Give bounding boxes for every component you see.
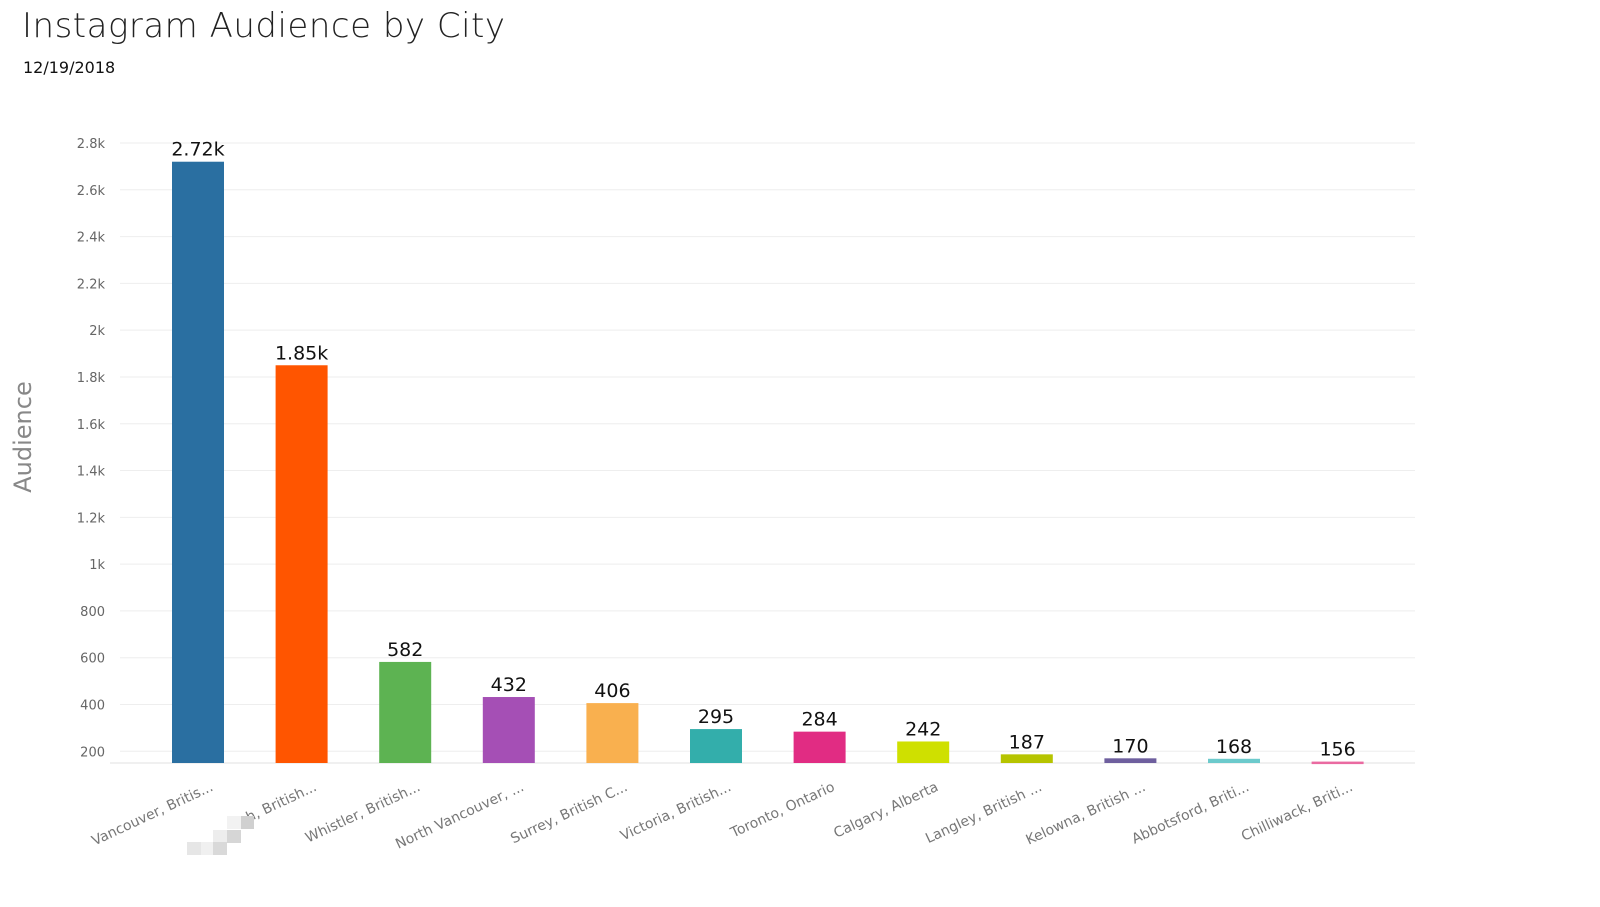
x-tick-label: Toronto, Ontario bbox=[727, 779, 837, 842]
bar bbox=[275, 365, 328, 763]
data-label: 168 bbox=[1216, 736, 1252, 758]
data-label: 582 bbox=[387, 639, 423, 661]
y-tick-label: 1.2k bbox=[77, 511, 106, 526]
y-tick-label: 2.6k bbox=[77, 184, 106, 199]
bar bbox=[1208, 758, 1260, 763]
bar bbox=[586, 703, 639, 763]
bar bbox=[1104, 758, 1157, 763]
y-tick-label: 2k bbox=[89, 324, 105, 339]
y-tick-label: 200 bbox=[80, 745, 105, 760]
bar bbox=[793, 731, 846, 763]
redaction-pixel bbox=[240, 816, 254, 829]
y-tick-label: 600 bbox=[80, 652, 105, 667]
x-tick-label: Chilliwack, Briti... bbox=[1239, 779, 1355, 845]
y-tick-label: 1.8k bbox=[77, 371, 106, 386]
redaction-pixel bbox=[213, 842, 227, 855]
data-label: 406 bbox=[594, 680, 630, 702]
data-label: 156 bbox=[1319, 739, 1355, 761]
x-tick-label: Abbotsford, Briti... bbox=[1129, 779, 1251, 847]
y-tick-label: 2.4k bbox=[77, 231, 106, 246]
data-label: 1.85k bbox=[275, 342, 328, 364]
chart-subtitle: 12/19/2018 bbox=[23, 58, 116, 77]
y-tick-label: 1k bbox=[89, 558, 105, 573]
bar bbox=[482, 697, 535, 763]
y-axis-label: Audience bbox=[9, 381, 37, 492]
bar bbox=[1311, 761, 1364, 765]
redaction-pixel bbox=[213, 830, 227, 843]
x-tick-label: Victoria, British... bbox=[618, 779, 734, 844]
bar bbox=[690, 729, 742, 763]
redaction-pixel bbox=[227, 816, 241, 829]
x-tick-label: Vancouver, Britis... bbox=[89, 779, 215, 849]
bar bbox=[379, 661, 432, 763]
redaction-pixel bbox=[227, 830, 241, 843]
redaction-pixel bbox=[187, 842, 201, 855]
y-tick-label: 2.2k bbox=[77, 277, 106, 292]
data-label: 187 bbox=[1009, 731, 1045, 753]
chart-title: Instagram Audience by City bbox=[22, 6, 506, 46]
data-label: 170 bbox=[1112, 735, 1148, 757]
bar bbox=[172, 161, 224, 763]
y-tick-label: 400 bbox=[80, 699, 105, 714]
bar bbox=[1000, 754, 1053, 763]
y-tick-label: 1.6k bbox=[77, 418, 106, 433]
data-label: 295 bbox=[698, 706, 734, 728]
data-label: 242 bbox=[905, 718, 941, 740]
x-tick-label: Surrey, British C... bbox=[508, 779, 630, 847]
bar bbox=[897, 741, 950, 763]
data-label: 2.72k bbox=[171, 139, 224, 161]
data-label: 284 bbox=[801, 709, 837, 731]
y-tick-label: 2.8k bbox=[77, 137, 106, 152]
redaction-pixel bbox=[200, 842, 214, 855]
data-label: 432 bbox=[491, 674, 527, 696]
y-tick-label: 800 bbox=[80, 605, 105, 620]
y-tick-label: 1.4k bbox=[77, 465, 106, 480]
